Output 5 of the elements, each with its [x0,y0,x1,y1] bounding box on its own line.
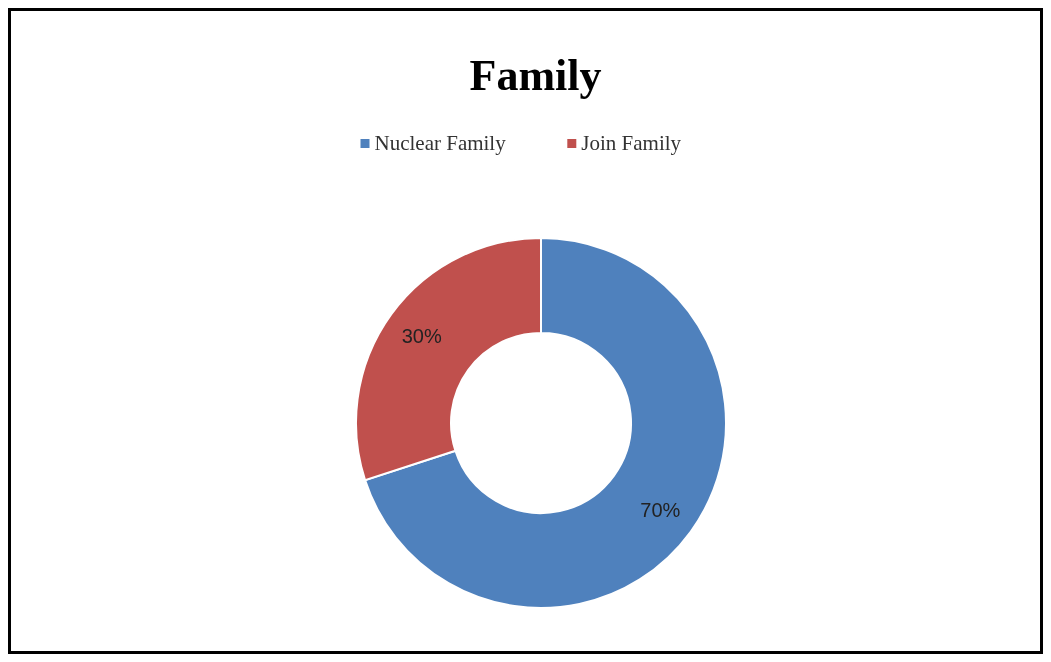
legend-label: Nuclear Family [374,131,507,155]
data-label: 30% [401,325,442,348]
legend-label: Join Family [581,131,682,155]
chart-title: Family [469,51,602,100]
data-label: 70% [640,498,681,521]
